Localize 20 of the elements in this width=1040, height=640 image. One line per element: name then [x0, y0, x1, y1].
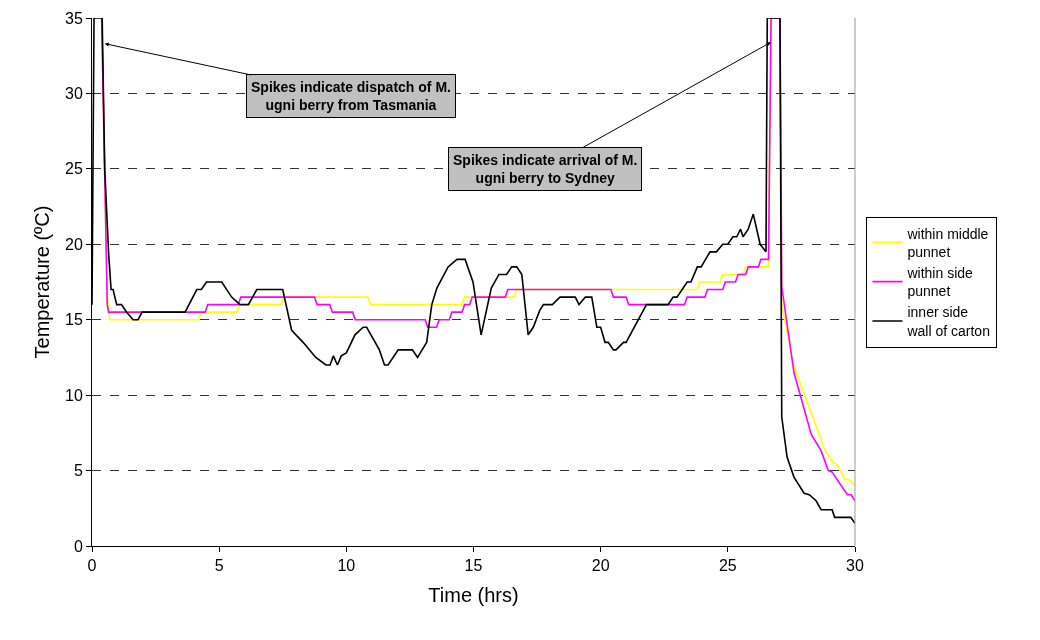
x-tick-label: 0	[87, 557, 97, 575]
x-tick-label: 30	[846, 557, 864, 575]
legend-label: inner side wall of carton	[906, 304, 990, 339]
x-tick-label: 20	[591, 557, 610, 575]
x-axis-title: Time (hrs)	[428, 583, 519, 606]
annotation: Spikes indicate arrival of M. ugni berry to Sydney	[453, 152, 638, 187]
x-tick-label: 5	[214, 557, 224, 575]
y-tick-label: 15	[65, 311, 83, 329]
annotation: Spikes indicate dispatch of M. ugni berry from Tasmania	[251, 79, 451, 114]
y-tick-label: 0	[73, 537, 83, 555]
y-tick-label: 5	[73, 462, 83, 480]
y-axis-title: Temperature (ºC)	[30, 205, 53, 359]
y-tick-label: 30	[65, 85, 83, 103]
y-tick-label: 10	[65, 386, 83, 404]
y-tick-label: 25	[65, 160, 83, 178]
y-tick-label: 20	[65, 235, 83, 253]
x-tick-label: 25	[718, 557, 737, 575]
x-tick-label: 10	[337, 557, 356, 575]
x-tick-label: 15	[464, 557, 483, 575]
y-tick-label: 35	[65, 9, 83, 27]
